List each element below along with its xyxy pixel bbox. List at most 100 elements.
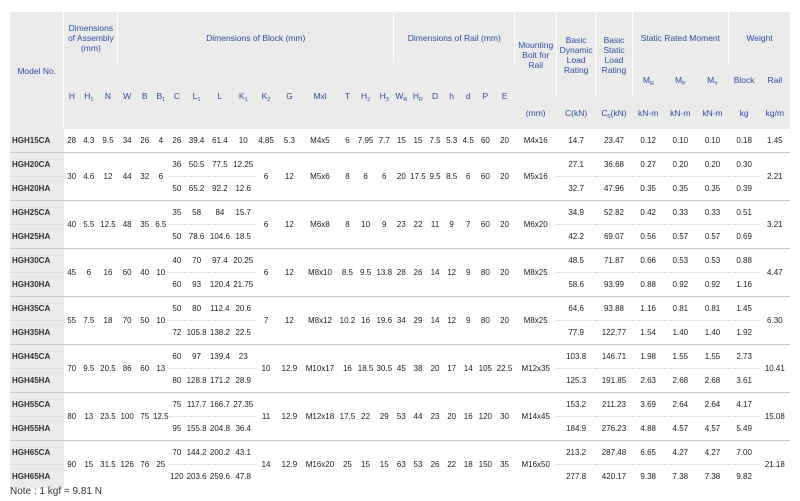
table-cell: M12x35 (514, 344, 557, 393)
col-header-T: T (338, 63, 357, 129)
table-cell: 10 (153, 296, 169, 345)
table-cell: 15 (374, 440, 394, 488)
table-cell: 4 (158, 136, 164, 145)
table-cell: 30 (63, 152, 80, 201)
table-cell: 15 (79, 440, 99, 488)
table-cell: 4.17 (728, 392, 760, 417)
table-cell: 26 (426, 440, 444, 488)
table-cell: 53 (409, 440, 427, 488)
model-no-cell: HGH30CA (10, 248, 64, 273)
table-cell: 18 (459, 440, 477, 488)
table-cell: 1.98 (632, 344, 665, 369)
table-cell: 71.87 (595, 248, 633, 273)
table-cell: 2.73 (728, 344, 760, 369)
table-header: Model No. Dimensions of Assembly (mm) Di… (10, 12, 790, 129)
table-cell: 12 (443, 248, 460, 297)
table-cell: 0.88 (632, 272, 665, 297)
col-header-H2: H2 (356, 63, 375, 129)
table-cell: 9.5 (356, 248, 375, 297)
table-body: HGH15CA 28 4.3 9.5 34 26 4 26 39.4 61.4 10 4.85 5.3 M… (10, 129, 790, 488)
table-cell: 9 (443, 200, 460, 249)
table-cell: 0.81 (696, 296, 729, 321)
table-cell: 26 (409, 248, 427, 297)
table-cell: 1.16 (632, 296, 665, 321)
footnote: Note : 1 kgf = 9.81 N (10, 486, 102, 497)
model-no-cell: HGH20CA (10, 152, 64, 177)
table-cell: 4.57 (664, 416, 697, 441)
table-row: HGH55HA 95 155.8 204.8 36.4 184.9 276.23 4.88 4.… (10, 416, 790, 441)
table-cell: 12.9 (277, 440, 302, 488)
table-cell: 38 (409, 344, 427, 393)
table-cell: 97 (185, 344, 208, 369)
header-static-load: Basic Static Load Rating (595, 12, 633, 97)
table-cell: 64.6 (556, 296, 596, 321)
table-cell: 80 (63, 392, 80, 441)
table-cell: 12.5 (98, 200, 118, 249)
table-cell: 20 (443, 392, 460, 441)
col-header-Mxl: Mxl (301, 63, 339, 129)
table-cell: 0.69 (728, 224, 760, 249)
table-cell: 13 (79, 392, 99, 441)
table-cell: 86 (117, 344, 137, 393)
col-header-block-weight: Block (728, 63, 760, 97)
table-cell: 65.2 (185, 176, 208, 201)
table-cell: 9 (459, 296, 477, 345)
table-cell: 95 (168, 416, 186, 441)
table-cell: 2.68 (696, 368, 729, 393)
table-cell: 1.55 (664, 344, 697, 369)
table-cell: M16x50 (514, 440, 557, 488)
table-cell: 80 (168, 368, 186, 393)
table-cell: 17 (443, 344, 460, 393)
table-cell: M5x16 (514, 152, 557, 201)
table-cell: 4.27 (664, 440, 697, 465)
model-no-cell: HGH65CA (10, 440, 64, 465)
unit-moment-r: kN-m (632, 97, 665, 129)
col-header-G: G (277, 63, 302, 129)
model-no-cell: HGH20HA (10, 176, 64, 201)
unit-moment-y: kN-m (696, 97, 729, 129)
table-cell: 16 (356, 296, 375, 345)
table-cell: 5.3 (446, 136, 458, 145)
table-cell: 11 (426, 200, 444, 249)
table-cell: M6x8 (301, 200, 339, 249)
table-cell: M4x5 (310, 136, 330, 145)
table-cell: 70 (117, 296, 137, 345)
table-cell: 10 (238, 136, 248, 145)
col-header-H: H (63, 63, 80, 129)
unit-mounting: (mm) (514, 97, 557, 129)
table-cell: 0.20 (664, 152, 697, 177)
table-cell: 21.18 (759, 440, 790, 488)
table-cell: 15 (356, 440, 375, 488)
table-cell: 105.8 (185, 320, 208, 345)
table-cell: 4.6 (79, 152, 99, 201)
table-cell: 70 (63, 344, 80, 393)
table-cell: 0.35 (664, 176, 697, 201)
table-cell: 0.81 (664, 296, 697, 321)
table-cell: 7.38 (664, 464, 697, 488)
table-cell: 9 (374, 200, 394, 249)
table-row: HGH45HA 80 128.8 171.2 28.9 125.3 191.85 2.63 2.… (10, 368, 790, 393)
table-cell: 23 (393, 200, 410, 249)
table-cell: 6 (374, 152, 394, 201)
table-cell: M10x17 (301, 344, 339, 393)
table-cell: 23 (231, 344, 255, 369)
table-cell: 60 (117, 248, 137, 297)
table-cell: 22 (356, 392, 375, 441)
table-cell: 9.38 (632, 464, 665, 488)
table-cell: 70 (168, 440, 186, 465)
table-cell: 5.3 (283, 136, 295, 145)
table-cell: 30.5 (374, 344, 394, 393)
table-cell: 0.92 (696, 272, 729, 297)
model-no-cell: HGH55CA (10, 392, 64, 417)
table-cell: 17.5 (338, 392, 357, 441)
table-cell: 47.96 (595, 176, 633, 201)
table-cell: 13 (153, 344, 169, 393)
table-cell: 0.18 (736, 136, 752, 145)
model-no-cell: HGH30HA (10, 272, 64, 297)
table-cell: 39.4 (188, 136, 205, 145)
table-cell: 0.35 (632, 176, 665, 201)
table-cell: 34 (393, 296, 410, 345)
table-cell: 12 (277, 200, 302, 249)
table-cell: 1.92 (728, 320, 760, 345)
col-header-MP: MP (664, 63, 697, 97)
